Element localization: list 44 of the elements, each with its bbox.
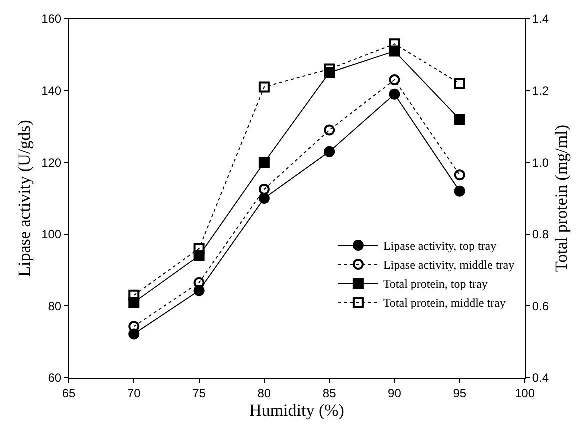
point (324, 146, 336, 158)
point (389, 74, 400, 86)
y-tick-label: 140 (42, 84, 62, 98)
y2-tick-label: 0.6 (532, 299, 550, 314)
x-tick-label: 75 (192, 386, 206, 400)
y-tick-label: 160 (42, 12, 62, 26)
point (389, 38, 400, 50)
y2-tick-label: 1.4 (532, 12, 550, 26)
point (454, 170, 466, 181)
point (454, 114, 466, 126)
point (454, 186, 466, 197)
legend-label: Total protein, middle tray (383, 296, 506, 310)
point (194, 243, 205, 254)
x-tick-label: 65 (62, 386, 76, 400)
point (194, 277, 205, 288)
y-axis-title: Lipase activity (U/gds) (15, 120, 34, 277)
point (258, 82, 270, 93)
x-tick-label: 80 (258, 386, 272, 400)
legend-label: Total protein, top tray (383, 277, 488, 292)
point (324, 64, 336, 75)
legend-label: Lipase activity, middle tray (383, 258, 515, 272)
point (454, 78, 466, 90)
legend-label: Lipase activity, top tray (383, 239, 497, 254)
y2-tick-label: 1.2 (532, 84, 550, 98)
y2-tick-label: 1.0 (532, 156, 550, 170)
point (324, 124, 336, 136)
point (258, 193, 270, 204)
point (389, 88, 400, 100)
x-tick-label: 70 (127, 386, 142, 400)
x-axis-title: Humidity (%) (250, 400, 344, 420)
y-tick-label: 100 (42, 228, 62, 242)
y-tick-label: 120 (42, 156, 62, 170)
y-tick-label: 60 (48, 371, 62, 386)
y2-tick-label: 0.4 (532, 371, 550, 386)
x-tick-label: 95 (453, 386, 467, 400)
x-tick-label: 90 (388, 386, 402, 400)
x-tick-label: 85 (322, 386, 337, 400)
y2-tick-label: 0.8 (532, 228, 550, 242)
point (258, 157, 270, 168)
point (128, 290, 140, 301)
y-tick-label: 80 (48, 299, 62, 314)
x-tick-label: 100 (514, 386, 536, 400)
point (258, 184, 270, 196)
y2-axis-title: Total protein (mg/ml) (552, 124, 571, 272)
